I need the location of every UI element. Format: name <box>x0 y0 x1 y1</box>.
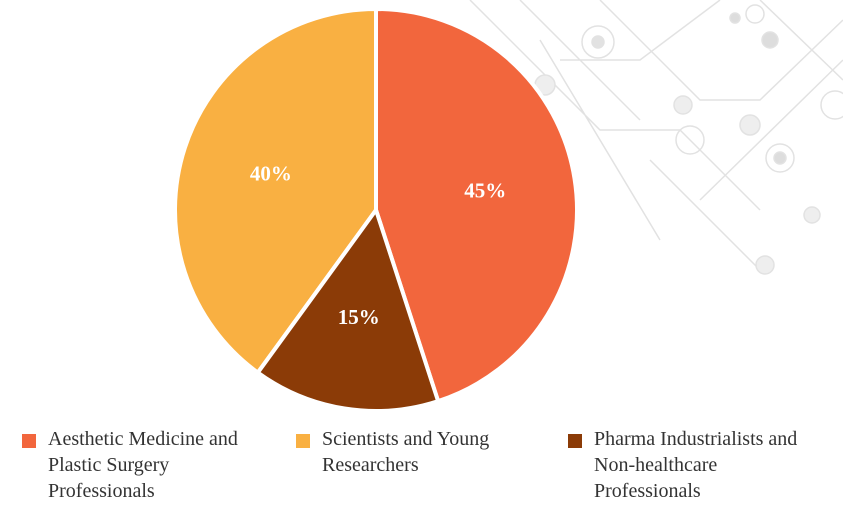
legend-item: Scientists and Young Researchers <box>296 426 526 478</box>
legend-item: Pharma Industrialists and Non-healthcare… <box>568 426 818 504</box>
legend-label: Pharma Industrialists and Non-healthcare… <box>594 426 818 504</box>
legend-swatch <box>296 434 310 448</box>
page: 45% 40% 15% Aesthetic Medicine and Plastic… <box>0 0 843 516</box>
pie: 45% 40% 15% <box>175 9 577 411</box>
slice-label: 15% <box>338 305 380 329</box>
legend-swatch <box>568 434 582 448</box>
legend-item: Aesthetic Medicine and Plastic Surgery P… <box>22 426 242 504</box>
slice-label: 40% <box>250 162 292 186</box>
legend-swatch <box>22 434 36 448</box>
slice-label: 45% <box>464 179 506 203</box>
legend-label: Aesthetic Medicine and Plastic Surgery P… <box>48 426 242 504</box>
legend-label: Scientists and Young Researchers <box>322 426 526 478</box>
